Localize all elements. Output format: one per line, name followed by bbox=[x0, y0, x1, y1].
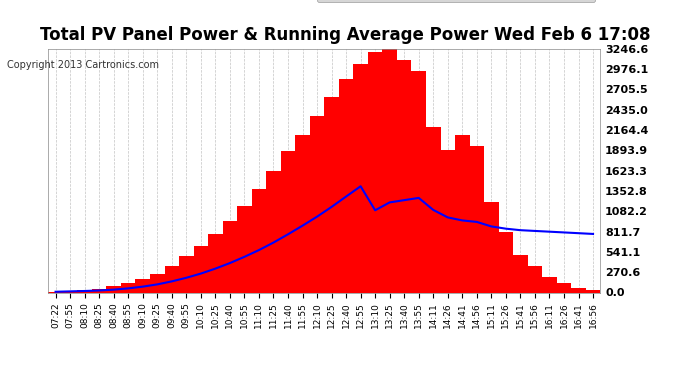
Bar bbox=[310, 116, 324, 292]
Bar bbox=[586, 290, 600, 292]
Text: Total PV Panel Power & Running Average Power Wed Feb 6 17:08: Total PV Panel Power & Running Average P… bbox=[40, 26, 650, 44]
Bar bbox=[106, 286, 121, 292]
Bar bbox=[411, 71, 426, 292]
Bar bbox=[426, 128, 440, 292]
Bar bbox=[266, 171, 281, 292]
Bar bbox=[237, 206, 252, 292]
Bar bbox=[397, 60, 411, 292]
Bar bbox=[252, 189, 266, 292]
Bar bbox=[63, 291, 77, 292]
Bar bbox=[557, 284, 571, 292]
Bar bbox=[179, 256, 194, 292]
Bar bbox=[542, 278, 557, 292]
Bar bbox=[470, 146, 484, 292]
Bar bbox=[571, 288, 586, 292]
Bar bbox=[513, 255, 528, 292]
Bar bbox=[208, 234, 223, 292]
Bar bbox=[382, 49, 397, 292]
Bar bbox=[528, 266, 542, 292]
Bar bbox=[484, 202, 499, 292]
Bar bbox=[353, 63, 368, 292]
Bar bbox=[368, 52, 382, 292]
Bar bbox=[92, 289, 106, 292]
Bar bbox=[499, 232, 513, 292]
Bar bbox=[339, 78, 353, 292]
Legend: Average  (DC Watts), PV Panels  (DC Watts): Average (DC Watts), PV Panels (DC Watts) bbox=[317, 0, 595, 2]
Bar bbox=[150, 274, 164, 292]
Bar bbox=[121, 284, 135, 292]
Bar bbox=[440, 150, 455, 292]
Bar bbox=[223, 221, 237, 292]
Bar bbox=[77, 290, 92, 292]
Bar bbox=[164, 266, 179, 292]
Bar bbox=[295, 135, 310, 292]
Bar bbox=[135, 279, 150, 292]
Bar bbox=[281, 152, 295, 292]
Text: Copyright 2013 Cartronics.com: Copyright 2013 Cartronics.com bbox=[7, 60, 159, 70]
Bar bbox=[194, 246, 208, 292]
Bar bbox=[324, 97, 339, 292]
Bar bbox=[455, 135, 470, 292]
